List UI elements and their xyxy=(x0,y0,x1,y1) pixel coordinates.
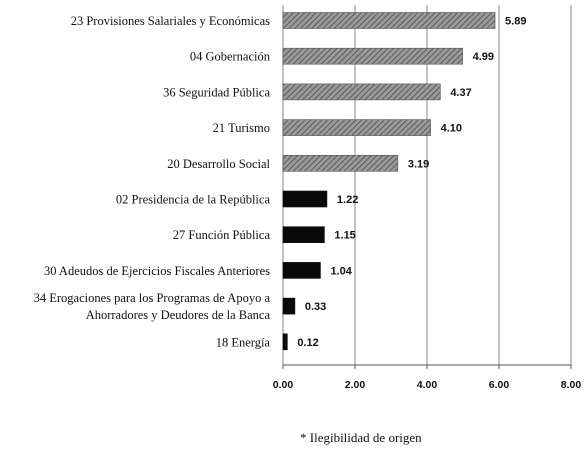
value-label: 1.04 xyxy=(330,265,352,277)
category-label: 18 Energía xyxy=(216,335,271,349)
x-tick-label: 2.00 xyxy=(345,379,366,391)
bar xyxy=(282,83,441,101)
category-label: 02 Presidencia de la República xyxy=(116,193,271,207)
bar xyxy=(282,297,296,315)
bar xyxy=(282,190,328,208)
value-label: 4.99 xyxy=(473,51,494,63)
category-label: 30 Adeudos de Ejercicios Fiscales Anteri… xyxy=(44,264,270,278)
bar xyxy=(282,333,288,351)
category-label: 23 Provisiones Salariales y Económicas xyxy=(71,14,270,28)
category-label: 34 Erogaciones para los Programas de Apo… xyxy=(34,291,271,305)
bar xyxy=(282,226,325,243)
bar xyxy=(282,12,496,29)
x-tick-label: 4.00 xyxy=(417,379,438,391)
value-label: 1.15 xyxy=(334,230,355,242)
value-label: 1.22 xyxy=(337,194,358,206)
bar xyxy=(282,47,463,65)
category-label: 20 Desarrollo Social xyxy=(167,157,270,171)
category-label: 21 Turismo xyxy=(213,121,270,135)
x-tick-label: 8.00 xyxy=(561,379,582,391)
value-label: 0.12 xyxy=(297,337,318,349)
category-label: 04 Gobernación xyxy=(190,50,271,64)
bars xyxy=(282,12,496,351)
value-label: 3.19 xyxy=(408,158,429,170)
value-label: 5.89 xyxy=(505,16,526,28)
x-tick-label: 6.00 xyxy=(489,379,510,391)
x-axis: 0.00 2.00 4.00 6.00 8.00 xyxy=(273,364,582,391)
bar xyxy=(282,262,321,279)
category-labels: 23 Provisiones Salariales y Económicas 04… xyxy=(34,14,271,349)
bar xyxy=(282,155,399,172)
bar xyxy=(282,119,431,136)
value-label: 4.37 xyxy=(450,87,471,99)
category-label: Ahorradores y Deudores de la Banca xyxy=(86,308,271,322)
category-label: 27 Función Pública xyxy=(173,228,271,242)
x-tick-label: 0.00 xyxy=(273,379,294,391)
category-label: 36 Seguridad Pública xyxy=(163,85,270,99)
value-labels: 5.89 4.99 4.37 4.10 3.19 1.22 1.15 1.04 0.33 0.12 xyxy=(297,16,526,349)
footnote: * Ilegibilidad de origen xyxy=(300,430,422,445)
value-label: 0.33 xyxy=(305,301,326,313)
value-label: 4.10 xyxy=(441,123,462,135)
